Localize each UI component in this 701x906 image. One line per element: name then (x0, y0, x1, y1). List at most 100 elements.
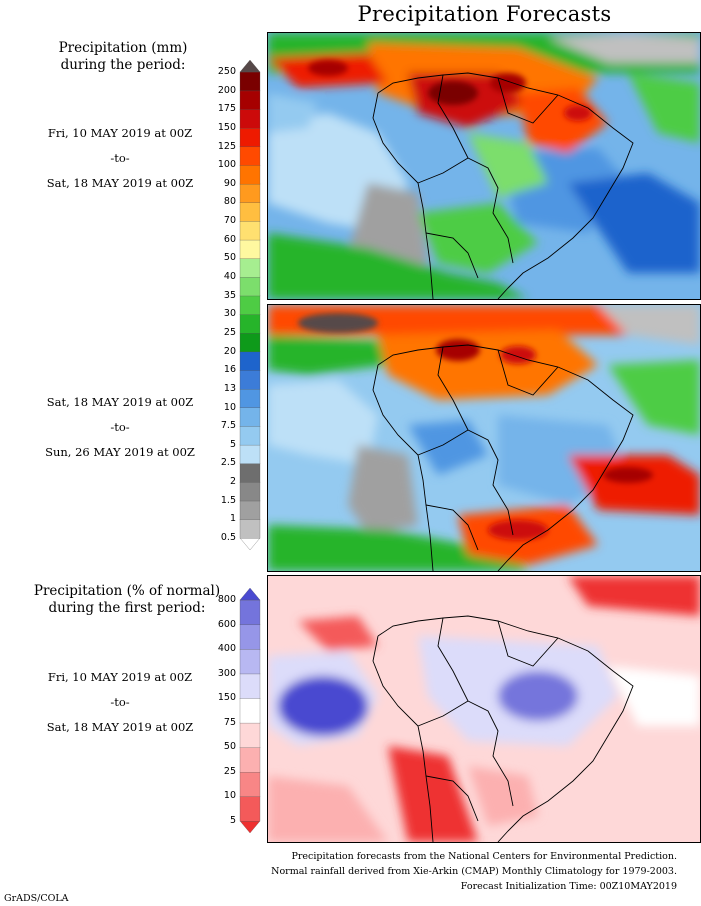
panel3-start-date: Fri, 10 MAY 2019 at 00Z (47, 670, 193, 684)
percent-colorbar-labels: 800 600 400 300 150 75 50 25 10 5 (206, 0, 236, 906)
colorbar-tick-label: 175 (217, 103, 236, 115)
colorbar-segment (239, 624, 261, 650)
colorbar-segment (239, 500, 261, 520)
colorbar-segment (239, 648, 261, 675)
colorbar-segment (239, 407, 261, 427)
colorbar-tick-label: 2.5 (220, 457, 236, 469)
colorbar-tick-label: 400 (217, 643, 236, 655)
colorbar-tick-label: 80 (223, 196, 236, 208)
colorbar-segment (239, 202, 261, 222)
colorbar-tick-label: 75 (223, 716, 236, 728)
colorbar-segment (239, 109, 261, 129)
colorbar-tick-label: 250 (217, 66, 236, 77)
footer-notes: Precipitation forecasts from the Nationa… (271, 849, 677, 894)
panel3-heading-line1: Precipitation (% of normal) (33, 583, 221, 599)
colorbar-segment (239, 388, 261, 408)
colorbar-tick-label: 1.5 (220, 494, 236, 506)
colorbar-segment (239, 165, 261, 185)
colorbar-segment (239, 698, 261, 724)
colorbar-tick-label: 5 (229, 815, 236, 826)
colorbar-tick-label: 25 (223, 326, 236, 338)
page-title: Precipitation Forecasts (357, 2, 612, 26)
colorbar-tick-label: 20 (223, 345, 236, 357)
colorbar-segment (239, 747, 261, 773)
colorbar-tick-label: 50 (223, 252, 236, 264)
panel2-separator: -to- (110, 420, 130, 434)
panel2-end-date: Sun, 26 MAY 2019 at 00Z (45, 445, 195, 459)
colorbar-segment (239, 673, 261, 699)
colorbar-tick-label: 1 (229, 513, 236, 525)
colorbar-segment (239, 426, 261, 446)
colorbar-tick-label: 0.5 (220, 532, 236, 543)
map-panel-percent-normal (267, 575, 701, 843)
credit-text: GrADS/COLA (4, 893, 69, 904)
colorbar-segment (239, 537, 261, 550)
colorbar-segment (239, 239, 261, 259)
panel1-start-date: Fri, 10 MAY 2019 at 00Z (47, 126, 193, 140)
colorbar-segment (239, 481, 261, 502)
footer-line1: Precipitation forecasts from the Nationa… (291, 851, 678, 862)
colorbar-tick-label: 90 (223, 177, 236, 189)
colorbar-segment (239, 71, 261, 92)
panel3-heading: Precipitation (% of normal) during the f… (22, 583, 232, 617)
colorbar-segment (239, 588, 261, 601)
colorbar-segment (239, 127, 261, 148)
colorbar-tick-label: 40 (223, 271, 236, 283)
colorbar-segment (239, 796, 261, 822)
colorbar-tick-label: 25 (223, 765, 236, 777)
colorbar-segment (239, 820, 261, 833)
colorbar-segment (239, 370, 261, 390)
footer-line2: Normal rainfall derived from Xie-Arkin (… (271, 866, 677, 877)
colorbar-segment (239, 146, 261, 166)
colorbar-segment (239, 314, 261, 334)
colorbar-tick-label: 600 (217, 618, 236, 630)
colorbar-tick-label: 7.5 (220, 420, 236, 432)
map-panel-period2-precip (267, 304, 701, 572)
colorbar-segment (239, 60, 261, 73)
colorbar-segment (239, 599, 261, 626)
footer-line3: Forecast Initialization Time: 00Z10MAY20… (460, 881, 677, 892)
colorbar-segment (239, 351, 261, 371)
colorbar-segment (239, 771, 261, 797)
colorbar-tick-label: 150 (217, 692, 236, 704)
colorbar-tick-label: 30 (223, 308, 236, 320)
precip-colorbar-labels: 250 200 175 150 125 100 90 80 70 60 50 40 35 30 25 20 16… (206, 0, 236, 906)
panel3-heading-line2: during the first period: (48, 600, 206, 616)
colorbar-tick-label: 5 (229, 438, 236, 450)
panel1-heading-line1: Precipitation (mm) (58, 40, 188, 56)
colorbar-tick-label: 10 (223, 790, 236, 802)
colorbar-tick-label: 150 (217, 121, 236, 133)
panel3-separator: -to- (110, 695, 130, 709)
colorbar-tick-label: 125 (217, 140, 236, 152)
colorbar-tick-label: 35 (223, 289, 236, 301)
panel1-heading: Precipitation (mm) during the period: (28, 40, 218, 74)
colorbar-segment (239, 220, 261, 241)
colorbar-segment (239, 444, 261, 464)
percent-colorbar (239, 588, 261, 833)
colorbar-tick-label: 16 (223, 364, 236, 376)
colorbar-tick-label: 70 (223, 215, 236, 227)
panel1-heading-line2: during the period: (60, 57, 186, 73)
colorbar-tick-label: 200 (217, 84, 236, 96)
colorbar-tick-label: 13 (223, 382, 236, 394)
colorbar-tick-label: 800 (217, 594, 236, 605)
panel1-end-date: Sat, 18 MAY 2019 at 00Z (46, 176, 194, 190)
colorbar-segment (239, 90, 261, 110)
colorbar-segment (239, 183, 261, 203)
colorbar-tick-label: 60 (223, 233, 236, 245)
colorbar-tick-label: 300 (217, 667, 236, 679)
colorbar-segment (239, 722, 261, 748)
panel3-end-date: Sat, 18 MAY 2019 at 00Z (46, 720, 194, 734)
colorbar-segment (239, 519, 261, 539)
map-panel-period1-precip (267, 32, 701, 300)
colorbar-tick-label: 100 (217, 159, 236, 171)
colorbar-tick-label: 2 (229, 476, 236, 488)
colorbar-segment (239, 332, 261, 353)
colorbar-segment (239, 463, 261, 483)
colorbar-segment (239, 258, 261, 278)
precip-colorbar (239, 60, 261, 550)
colorbar-segment (239, 276, 261, 297)
panel2-start-date: Sat, 18 MAY 2019 at 00Z (46, 395, 194, 409)
colorbar-tick-label: 10 (223, 401, 236, 413)
colorbar-tick-label: 50 (223, 741, 236, 753)
